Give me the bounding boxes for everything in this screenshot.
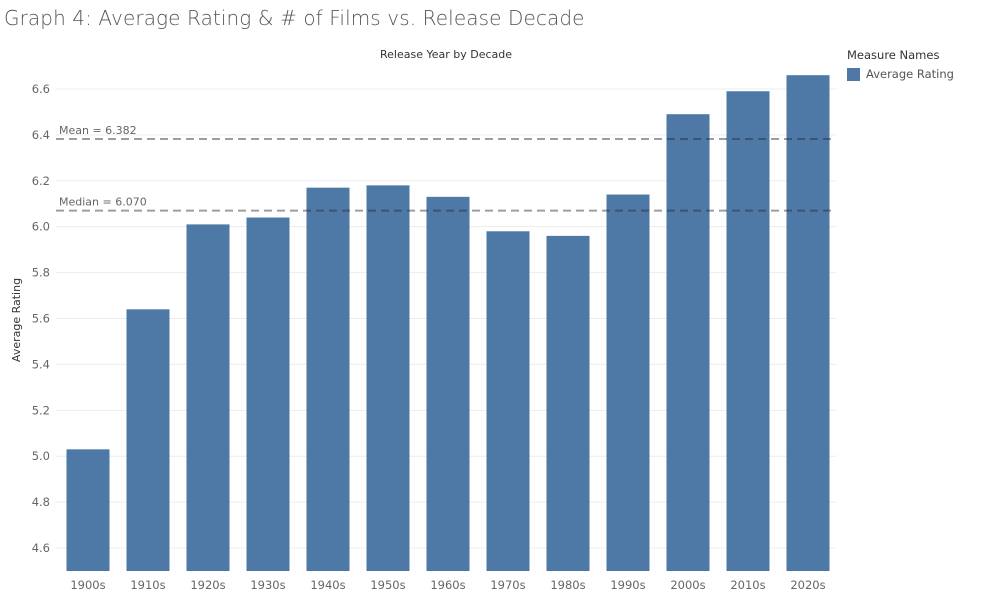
reference-line-label: Mean = 6.382 <box>59 124 137 137</box>
x-tick-label: 2020s <box>790 578 825 592</box>
bar[interactable] <box>186 224 230 572</box>
y-tick-label: 5.6 <box>32 312 50 326</box>
x-tick-label: 1910s <box>130 578 165 592</box>
y-tick-label: 4.8 <box>32 495 50 509</box>
bar[interactable] <box>726 91 770 571</box>
y-tick-label: 6.2 <box>32 174 50 188</box>
bar[interactable] <box>666 114 710 572</box>
y-axis-label: Average Rating <box>10 278 23 362</box>
x-tick-label: 1940s <box>310 578 345 592</box>
bar[interactable] <box>366 185 410 571</box>
bar[interactable] <box>606 194 650 571</box>
bar[interactable] <box>786 75 830 571</box>
x-tick-label: 1970s <box>490 578 525 592</box>
y-tick-label: 5.8 <box>32 266 50 280</box>
legend-title: Measure Names <box>847 48 940 62</box>
y-tick-label: 5.2 <box>32 403 50 417</box>
y-tick-label: 5.4 <box>32 357 50 371</box>
bar[interactable] <box>246 217 290 572</box>
x-tick-label: 1900s <box>70 578 105 592</box>
legend-swatch <box>847 67 860 81</box>
x-tick-label: 1950s <box>370 578 405 592</box>
bar[interactable] <box>306 187 350 571</box>
x-tick-label: 1990s <box>610 578 645 592</box>
y-tick-label: 5.0 <box>32 449 50 463</box>
legend: Measure Names Average Rating <box>847 48 954 81</box>
legend-label: Average Rating <box>866 67 954 81</box>
x-tick-label: 1980s <box>550 578 585 592</box>
x-tick-label: 1920s <box>190 578 225 592</box>
bar[interactable] <box>126 309 170 571</box>
x-tick-label: 1930s <box>250 578 285 592</box>
y-tick-label: 6.4 <box>32 128 50 142</box>
y-tick-label: 6.6 <box>32 82 50 96</box>
x-tick-label: 1960s <box>430 578 465 592</box>
y-tick-label: 6.0 <box>32 220 50 234</box>
bar[interactable] <box>426 196 470 571</box>
bar[interactable] <box>486 231 530 572</box>
reference-line-label: Median = 6.070 <box>59 196 147 209</box>
bar[interactable] <box>546 235 590 571</box>
bar[interactable] <box>66 449 110 571</box>
x-tick-label: 2000s <box>670 578 705 592</box>
legend-item[interactable]: Average Rating <box>847 67 954 81</box>
x-axis-header: Release Year by Decade <box>380 48 512 61</box>
chart-title: Graph 4: Average Rating & # of Films vs.… <box>4 6 585 30</box>
y-tick-label: 4.6 <box>32 541 50 555</box>
x-tick-label: 2010s <box>730 578 765 592</box>
